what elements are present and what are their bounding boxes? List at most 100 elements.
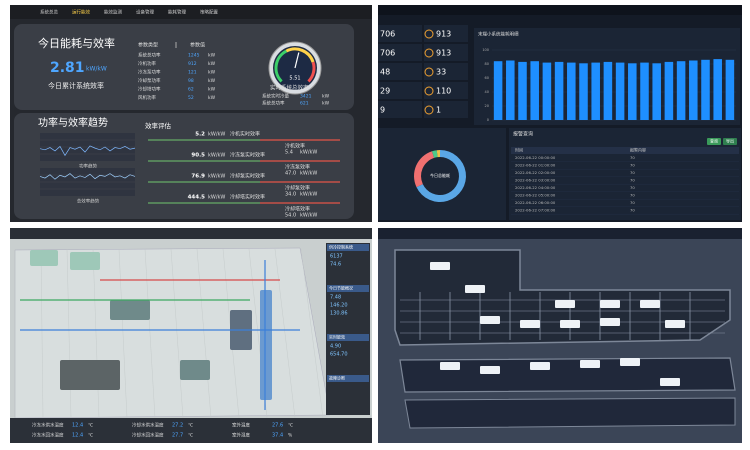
label: 5.51 [289, 76, 300, 82]
label: 70 [630, 155, 635, 160]
stat-card [424, 63, 468, 80]
floor-grid [274, 248, 296, 419]
nav-tab: 策略配置 [200, 9, 218, 16]
chart-card [378, 128, 506, 220]
label: 时间 [515, 147, 523, 153]
label: 导出 [726, 138, 734, 144]
label: 参数值 [190, 42, 205, 49]
y-tick-label: 20 [485, 104, 489, 108]
label: ℃ [288, 423, 293, 429]
label: 654.70 [330, 352, 348, 358]
tag [580, 360, 600, 368]
bar [689, 60, 698, 120]
label: 110 [436, 87, 451, 96]
label: 功率与效率趋势 [38, 116, 108, 129]
label: 62 [188, 87, 194, 93]
table-card [509, 128, 741, 220]
label: 实时能效 [329, 334, 345, 340]
label: 冷冻泵效率 [285, 164, 310, 171]
y-tick-label: 80 [485, 62, 489, 66]
label: 今日总能耗 [430, 172, 450, 178]
label: 706 [380, 30, 395, 39]
label: 报警查询 [513, 131, 533, 138]
bar [701, 59, 710, 120]
label: ℃ [88, 423, 93, 429]
label: 4.90 [330, 344, 341, 350]
label: 功率趋势 [79, 163, 97, 170]
label: 1 [436, 106, 441, 115]
label: 冷却泵实时效率 [230, 173, 265, 180]
label: kW [322, 94, 330, 100]
floor-plan [404, 397, 736, 429]
label: kW/kW [86, 66, 107, 73]
label: 52 [188, 95, 194, 101]
stat-card [378, 63, 422, 80]
floor-grid [118, 248, 128, 419]
label: 冷冻水回水温度 [32, 432, 64, 439]
label: 冷却塔功率 [138, 86, 161, 93]
bar [628, 63, 637, 120]
tag [560, 320, 580, 328]
label: 70 [630, 163, 635, 168]
label: 706 [380, 49, 395, 58]
bar [493, 61, 503, 120]
label: 2022-06-22 00:00:00 [515, 155, 556, 160]
label: kW [208, 95, 216, 101]
label: 冷却塔实时效率 [230, 194, 265, 201]
y-tick-label: 100 [482, 48, 489, 52]
label: 今日节能概况 [329, 285, 353, 291]
tag [530, 362, 550, 370]
label: 70 [630, 185, 635, 190]
side-panel [326, 243, 370, 415]
label: 今日累计系统效率 [48, 81, 104, 90]
stat-icon [424, 29, 434, 39]
equipment [30, 250, 58, 266]
label: 913 [436, 49, 451, 58]
tag [640, 300, 660, 308]
gauge-band [274, 49, 288, 83]
label: 54.0 [285, 213, 296, 219]
tag [465, 285, 485, 293]
label: 冷却泵效率 [285, 185, 310, 192]
panel-head [327, 375, 369, 382]
equipment [60, 360, 120, 390]
label: 9 [380, 106, 385, 115]
bar [554, 61, 564, 120]
label: 33 [436, 68, 446, 77]
label: 室外湿度 [232, 432, 250, 439]
stat-card [378, 25, 422, 42]
label: ℃ [188, 423, 193, 429]
trend-line [39, 145, 136, 157]
nav-tab: 设备管理 [136, 9, 154, 16]
tag [440, 362, 460, 370]
stat-card [424, 82, 468, 99]
tag [620, 358, 640, 366]
nav-bar [10, 228, 372, 239]
label: 1245 [188, 53, 200, 59]
nav-tab: 能效监测 [104, 9, 122, 16]
floor-grid [40, 248, 44, 419]
label: 冷却泵功率 [138, 77, 161, 84]
floor-grid [300, 248, 324, 419]
nav-bar [10, 5, 372, 19]
label: 912 [188, 61, 197, 67]
label: kW [208, 87, 216, 93]
stat-card [378, 82, 422, 99]
label: 故障诊断 [329, 375, 345, 381]
tag [555, 300, 575, 308]
label: 2022-06-22 02:00:00 [515, 170, 556, 175]
floor-grid [144, 248, 156, 419]
gauge-band [307, 61, 316, 83]
label: 37.4 [272, 433, 283, 439]
label: 实时系统总效率 [270, 84, 309, 92]
stat-icon [424, 86, 434, 96]
label: kW [322, 101, 330, 107]
label: kW [208, 53, 216, 59]
bar [506, 60, 515, 120]
label: 系统实时冷量 [262, 93, 289, 100]
label: 2022-06-22 06:00:00 [515, 200, 556, 205]
y-tick-label: 60 [485, 76, 489, 80]
label: 查询 [710, 138, 718, 144]
label: 室外温度 [232, 422, 250, 429]
stat-card [378, 101, 422, 118]
